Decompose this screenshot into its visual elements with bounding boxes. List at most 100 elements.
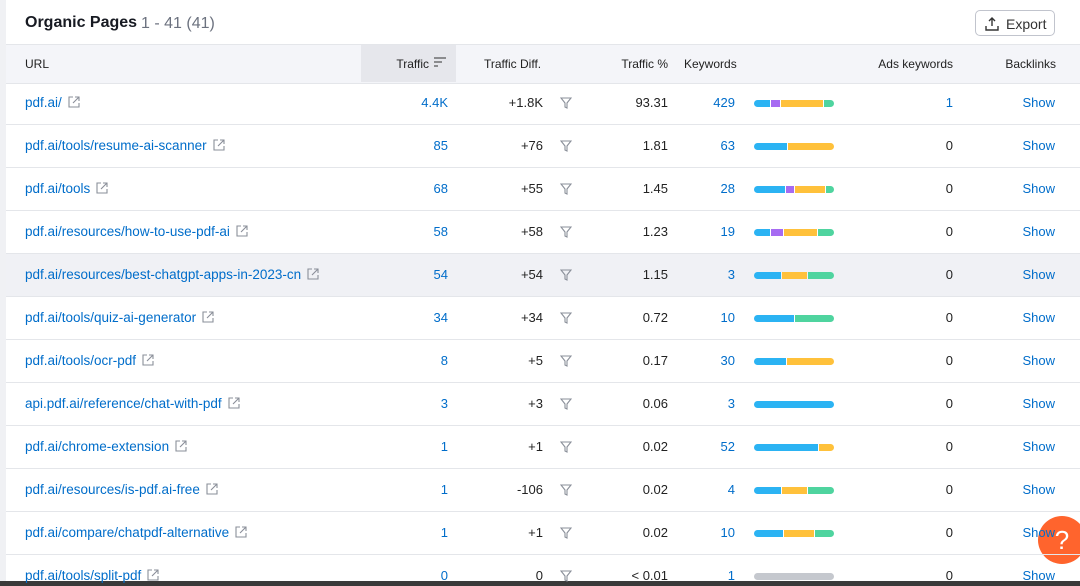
backlinks[interactable]: Show — [1022, 138, 1055, 153]
keywords[interactable]: 3 — [727, 396, 735, 411]
traffic[interactable]: 1 — [440, 482, 448, 497]
url-link[interactable]: pdf.ai/chrome-extension — [25, 426, 187, 468]
keywords[interactable]: 19 — [720, 224, 735, 239]
traffic[interactable]: 0 — [440, 568, 448, 583]
keywords[interactable]: 1 — [727, 568, 735, 583]
external-link-icon[interactable] — [68, 96, 80, 108]
traffic-diff: +3 — [528, 396, 543, 411]
external-link-icon[interactable] — [147, 569, 159, 581]
external-link-icon[interactable] — [307, 268, 319, 280]
keywords[interactable]: 10 — [720, 525, 735, 540]
traffic[interactable]: 1 — [440, 439, 448, 454]
sort-icon[interactable] — [434, 57, 446, 67]
ads-keywords: 0 — [945, 138, 953, 153]
intent-bar — [754, 143, 834, 150]
external-link-icon[interactable] — [236, 225, 248, 237]
url-link[interactable]: pdf.ai/compare/chatpdf-alternative — [25, 512, 247, 554]
filter-icon[interactable] — [559, 484, 573, 496]
filter-icon[interactable] — [559, 570, 573, 582]
filter-icon[interactable] — [559, 527, 573, 539]
external-link-icon[interactable] — [202, 311, 214, 323]
backlinks[interactable]: Show — [1022, 439, 1055, 454]
intent-segment — [787, 358, 834, 365]
traffic[interactable]: 58 — [433, 224, 448, 239]
filter-icon[interactable] — [559, 355, 573, 367]
column-header[interactable]: Traffic Diff. — [484, 57, 542, 71]
external-link-icon[interactable] — [235, 526, 247, 538]
keywords[interactable]: 429 — [713, 95, 735, 110]
traffic-diff: +1 — [528, 525, 543, 540]
external-link-icon[interactable] — [228, 397, 240, 409]
filter-icon[interactable] — [559, 398, 573, 410]
intent-bar — [754, 487, 834, 494]
help-button[interactable]: ? — [1038, 516, 1080, 564]
external-link-icon[interactable] — [213, 139, 225, 151]
external-link-icon[interactable] — [206, 483, 218, 495]
traffic-share: 0.06 — [642, 396, 668, 411]
backlinks[interactable]: Show — [1022, 353, 1055, 368]
column-header[interactable]: Keywords — [684, 57, 737, 71]
keywords[interactable]: 52 — [720, 439, 735, 454]
url-link[interactable]: pdf.ai/resources/how-to-use-pdf-ai — [25, 211, 248, 253]
backlinks[interactable]: Show — [1022, 181, 1055, 196]
table-row: pdf.ai/resources/best-chatgpt-apps-in-20… — [6, 254, 1080, 297]
filter-icon[interactable] — [559, 269, 573, 281]
filter-icon[interactable] — [559, 183, 573, 195]
url-link[interactable]: pdf.ai/tools/split-pdf — [25, 555, 159, 586]
keywords[interactable]: 4 — [727, 482, 735, 497]
export-button[interactable]: Export — [975, 10, 1055, 36]
filter-icon[interactable] — [559, 441, 573, 453]
traffic[interactable]: 34 — [433, 310, 448, 325]
url-link[interactable]: pdf.ai/resources/best-chatgpt-apps-in-20… — [25, 254, 319, 296]
url-link[interactable]: pdf.ai/tools/ocr-pdf — [25, 340, 154, 382]
url-link[interactable]: api.pdf.ai/reference/chat-with-pdf — [25, 383, 240, 425]
url-link[interactable]: pdf.ai/resources/is-pdf.ai-free — [25, 469, 218, 511]
ads-keywords: 0 — [945, 482, 953, 497]
keywords[interactable]: 3 — [727, 267, 735, 282]
column-header[interactable]: Ads keywords — [878, 57, 953, 71]
filter-icon[interactable] — [559, 312, 573, 324]
traffic[interactable]: 3 — [440, 396, 448, 411]
traffic[interactable]: 1 — [440, 525, 448, 540]
traffic[interactable]: 8 — [440, 353, 448, 368]
backlinks[interactable]: Show — [1022, 310, 1055, 325]
keywords[interactable]: 30 — [720, 353, 735, 368]
traffic-diff: +1.8K — [508, 95, 543, 110]
intent-segment — [754, 358, 787, 365]
backlinks[interactable]: Show — [1022, 525, 1055, 540]
external-link-icon[interactable] — [175, 440, 187, 452]
keywords[interactable]: 10 — [720, 310, 735, 325]
url-link[interactable]: pdf.ai/tools/resume-ai-scanner — [25, 125, 225, 167]
column-header[interactable]: Traffic % — [621, 57, 668, 71]
backlinks[interactable]: Show — [1022, 95, 1055, 110]
traffic[interactable]: 85 — [433, 138, 448, 153]
ads-keywords: 0 — [945, 439, 953, 454]
external-link-icon[interactable] — [96, 182, 108, 194]
column-header[interactable]: Traffic — [396, 57, 429, 71]
traffic-share: 93.31 — [635, 95, 668, 110]
backlinks[interactable]: Show — [1022, 482, 1055, 497]
keywords[interactable]: 63 — [720, 138, 735, 153]
filter-icon[interactable] — [559, 140, 573, 152]
url-link[interactable]: pdf.ai/ — [25, 82, 80, 124]
filter-icon[interactable] — [559, 226, 573, 238]
backlinks[interactable]: Show — [1022, 224, 1055, 239]
traffic[interactable]: 54 — [433, 267, 448, 282]
traffic-share: 1.23 — [642, 224, 668, 239]
keywords[interactable]: 28 — [720, 181, 735, 196]
url-link[interactable]: pdf.ai/tools/quiz-ai-generator — [25, 297, 214, 339]
ads-keywords: 0 — [945, 310, 953, 325]
traffic-share: 0.17 — [642, 353, 668, 368]
column-header[interactable]: Backlinks — [1005, 57, 1056, 71]
traffic[interactable]: 68 — [433, 181, 448, 196]
backlinks[interactable]: Show — [1022, 396, 1055, 411]
backlinks[interactable]: Show — [1022, 267, 1055, 282]
ads-keywords[interactable]: 1 — [945, 95, 953, 110]
traffic[interactable]: 4.4K — [421, 95, 448, 110]
backlinks[interactable]: Show — [1022, 568, 1055, 583]
external-link-icon[interactable] — [142, 354, 154, 366]
filter-icon[interactable] — [559, 97, 573, 109]
url-link[interactable]: pdf.ai/tools — [25, 168, 108, 210]
traffic-share: 0.02 — [642, 525, 668, 540]
table-row: pdf.ai/tools/ocr-pdf 8 +5 0.17 30 0 Show — [6, 340, 1080, 383]
